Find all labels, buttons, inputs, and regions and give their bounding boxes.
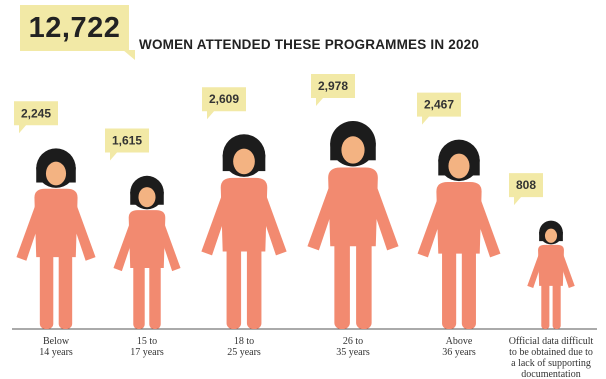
category-label: 15 to 17 years — [130, 336, 164, 358]
value-callout — [105, 128, 149, 161]
category-label: 18 to 25 years — [227, 336, 261, 358]
value-callout — [202, 87, 246, 120]
value-label: 808 — [516, 178, 536, 192]
woman-figure — [307, 120, 399, 329]
woman-figure — [113, 175, 181, 329]
value-callout — [311, 74, 355, 106]
headline: WOMEN ATTENDED THESE PROGRAMMES IN 2020 — [139, 37, 480, 52]
woman-figure — [527, 220, 575, 329]
woman-figure — [201, 134, 287, 330]
value-label: 2,609 — [209, 92, 239, 106]
woman-figure — [16, 148, 96, 329]
category-label: Below 14 years — [39, 336, 73, 358]
value-label: 2,467 — [424, 98, 454, 112]
value-callout — [509, 173, 543, 206]
category-label: Above 36 years — [442, 336, 476, 358]
total-count: 12,722 — [28, 11, 121, 44]
category-label: 26 to 35 years — [336, 336, 370, 358]
value-label: 2,245 — [21, 106, 51, 120]
category-label: Official data difficult to be obtained du… — [509, 336, 594, 379]
value-label: 2,978 — [318, 79, 348, 93]
value-callout — [14, 101, 58, 134]
value-label: 1,615 — [112, 134, 142, 148]
total-badge: 12,722 — [20, 5, 135, 60]
woman-figure — [417, 139, 501, 329]
value-callout — [417, 92, 461, 125]
